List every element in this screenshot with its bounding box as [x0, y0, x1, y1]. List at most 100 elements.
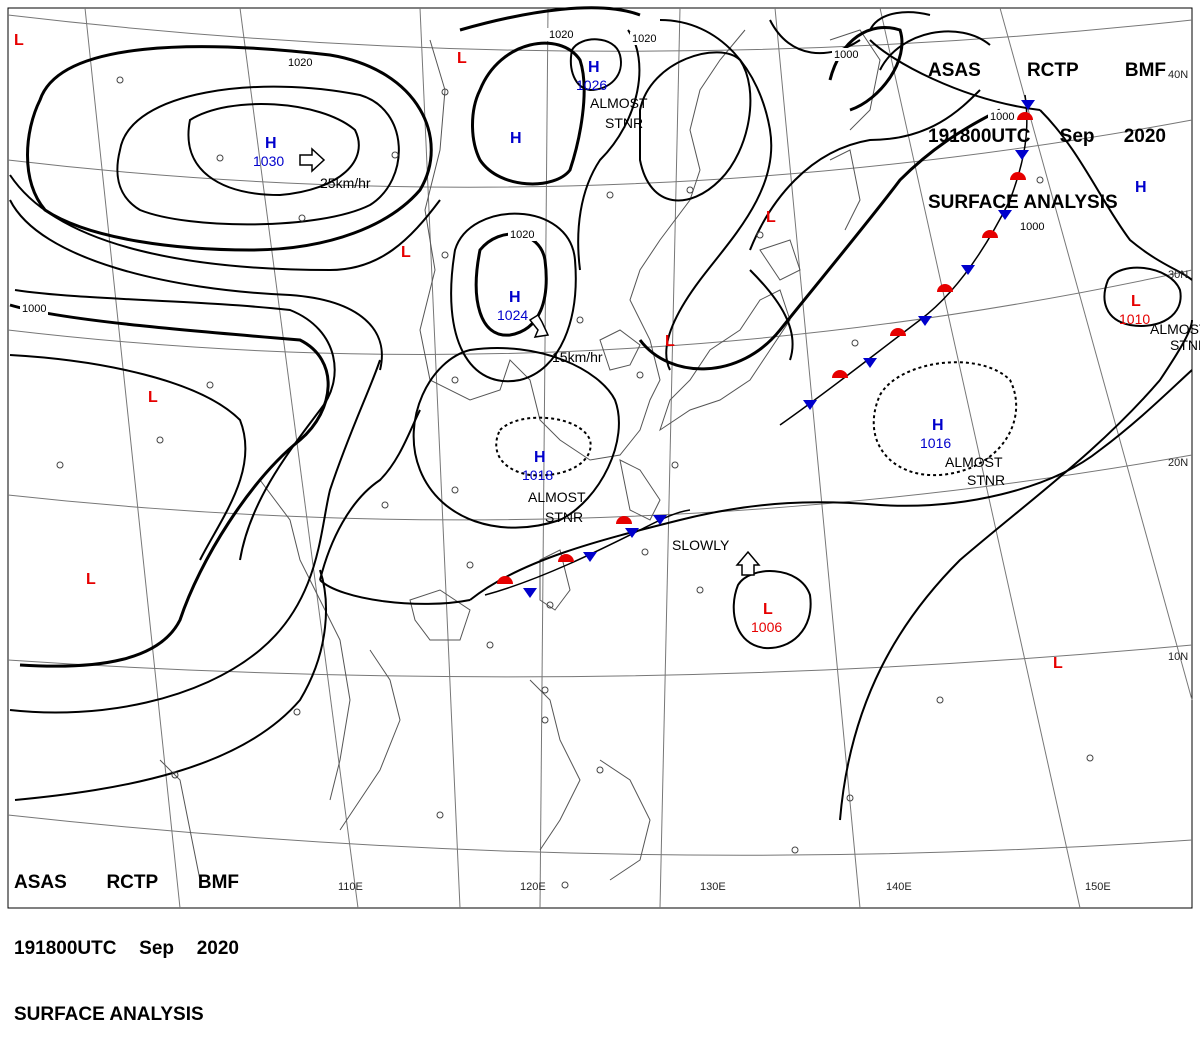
low-center: L — [457, 50, 467, 67]
annotation-text: STNR — [1170, 337, 1200, 353]
high-center: H — [510, 130, 522, 147]
isobar-label: 1000 — [1020, 221, 1044, 233]
isobar — [412, 347, 620, 529]
isobar — [26, 45, 433, 252]
warm-front-semicircle — [497, 576, 513, 584]
cold-front-triangle — [625, 528, 639, 538]
pressure-value: 1024 — [497, 307, 528, 323]
longitude-label: 150E — [1085, 881, 1111, 893]
isobar-label-bg — [20, 302, 48, 315]
isobar-label-bg — [547, 28, 575, 41]
isobar — [1039, 109, 1193, 281]
isobar-label: 1020 — [549, 29, 573, 41]
isobar — [9, 174, 441, 272]
isobar — [187, 102, 360, 197]
annotation-text: ALMOST — [1150, 321, 1200, 337]
arrow-25kmh — [299, 147, 326, 173]
high-letter: H — [265, 135, 277, 152]
annotation-text: STNR — [605, 115, 643, 131]
low-letter: L — [148, 389, 158, 406]
low-center: L — [86, 571, 96, 588]
latitude-label: 10N — [1168, 651, 1188, 663]
low-center: L — [665, 333, 675, 350]
pressure-value: 1006 — [751, 619, 782, 635]
cold-front-triangle — [863, 358, 877, 368]
latitude-label: 20N — [1168, 457, 1188, 469]
low-letter: L — [14, 32, 24, 49]
high-letter: H — [932, 417, 944, 434]
isobar-label-bg — [832, 48, 860, 61]
cold-front-triangle — [653, 515, 667, 525]
isobar-labels: 1020 1000 1020 1020 1020 1000 1000 1000 — [20, 28, 1046, 315]
isobar-label-bg — [988, 110, 1016, 123]
latitude-labels: 40N 30N 20N 10N — [1168, 69, 1188, 663]
warm-front-semicircle — [832, 370, 848, 378]
coastlines — [159, 29, 881, 881]
cold-front-triangle — [1021, 100, 1035, 110]
header-title: SURFACE ANALYSIS — [14, 1004, 204, 1025]
isobar-label-bg — [630, 32, 658, 45]
stationary-front-south — [484, 509, 691, 596]
isobar — [116, 85, 400, 226]
isobar — [749, 269, 794, 361]
isobar — [469, 369, 1193, 601]
header-station: RCTP — [106, 872, 159, 893]
cold-front-triangle — [961, 265, 975, 275]
isobar — [749, 89, 981, 251]
pressure-value: 1016 — [920, 435, 951, 451]
isobar — [495, 416, 592, 477]
low-letter: L — [457, 50, 467, 67]
isobar — [9, 199, 383, 371]
cold-front-triangle — [523, 588, 537, 598]
low-center: L — [766, 209, 776, 226]
header-code: BMF — [197, 872, 239, 893]
low-letter: L — [401, 244, 411, 261]
isobar — [1103, 266, 1182, 327]
isobar — [319, 579, 471, 605]
header-line2: 191800UTC Sep 2020 — [928, 126, 1166, 148]
arrow-15kmh — [528, 313, 550, 338]
isobar-label-bg — [1018, 220, 1046, 233]
cold-front-triangle — [918, 316, 932, 326]
weather-map: H1030H1026HH1024H1018H1016HLLLLLLLLL1006… — [7, 6, 1200, 909]
low-letter: L — [766, 209, 776, 226]
isobar — [659, 19, 773, 371]
high-letter: H — [534, 449, 546, 466]
annotation-text: STNR — [545, 509, 583, 525]
header-bottom-left: ASAS RCTP BMF 191800UTC Sep 2020 SURFACE… — [14, 828, 239, 1048]
isobar — [9, 359, 381, 714]
header-month: Sep — [1059, 126, 1095, 147]
warm-front-semicircle — [982, 230, 998, 238]
isobar — [14, 289, 336, 561]
low-letter: L — [763, 601, 773, 618]
low-center: L — [14, 32, 24, 49]
latitude-label: 30N — [1168, 269, 1188, 281]
low-center: L — [1131, 293, 1141, 310]
isobar-label-bg — [286, 56, 314, 69]
arrow-slowly — [735, 550, 761, 576]
low-letter: L — [665, 333, 675, 350]
isobar — [471, 41, 586, 186]
isobar-label-bg — [508, 228, 536, 241]
warm-front-semicircle — [890, 328, 906, 336]
high-letter: H — [510, 130, 522, 147]
longitude-label: 120E — [520, 881, 546, 893]
isobar-label: 1000 — [990, 111, 1014, 123]
pressure-centers: H1030H1026HH1024H1018H1016HLLLLLLLLL1006… — [14, 32, 1150, 672]
header-line1: ASAS RCTP BMF — [14, 872, 239, 894]
longitude-label: 140E — [886, 881, 912, 893]
isobar — [839, 319, 1193, 821]
high-letter: H — [509, 289, 521, 306]
isobar — [769, 19, 861, 54]
isobar — [9, 354, 247, 561]
header-title: SURFACE ANALYSIS — [928, 192, 1118, 213]
cold-front-triangle — [803, 400, 817, 410]
low-center: L — [1053, 655, 1063, 672]
header-agency: ASAS — [14, 872, 67, 893]
isobar — [450, 212, 577, 383]
isobar — [869, 39, 1041, 111]
isobar — [459, 6, 641, 32]
header-year: 2020 — [1123, 126, 1166, 147]
annotation-text: SLOWLY — [672, 537, 730, 553]
